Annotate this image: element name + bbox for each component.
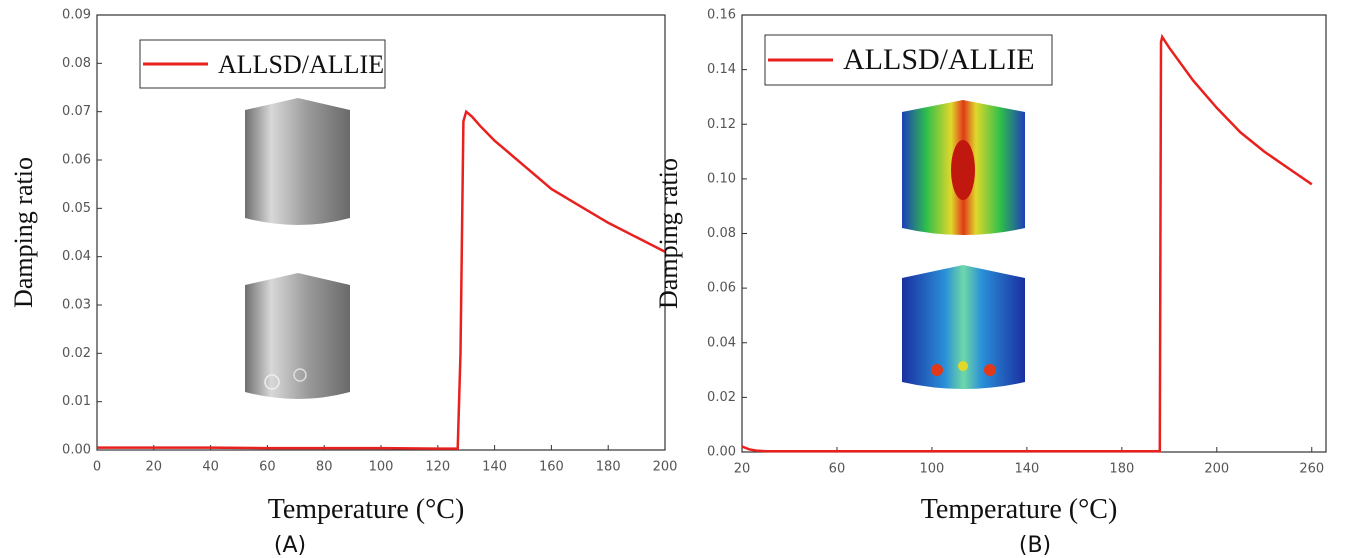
y-tick-label: 0.14 bbox=[707, 62, 736, 77]
x-tick-label: 100 bbox=[920, 462, 945, 477]
x-tick-label: 140 bbox=[1014, 462, 1039, 477]
data-line bbox=[741, 33, 1313, 453]
y-axis-label: Damping ratio bbox=[9, 157, 38, 308]
x-tick-label: 100 bbox=[369, 460, 394, 475]
y-tick-label: 0.04 bbox=[707, 335, 736, 350]
x-tick-label: 80 bbox=[316, 460, 333, 475]
y-tick-label: 0.02 bbox=[707, 390, 736, 405]
y-tick-label: 0.12 bbox=[707, 117, 736, 132]
x-tick-label: 60 bbox=[259, 460, 276, 475]
y-tick-label: 0.03 bbox=[62, 298, 91, 313]
x-tick-label: 40 bbox=[202, 460, 219, 475]
x-axis-label: Temperature (°C) bbox=[921, 494, 1118, 525]
y-tick-label: 0.04 bbox=[62, 249, 91, 264]
charts: 0.00 0.01 0.02 0.03 0.04 0.05 0.06 0.07 0.08 0.09… bbox=[9, 8, 1327, 558]
legend-label: ALLSD/ALLIE bbox=[218, 50, 384, 79]
y-tick-label: 0.00 bbox=[62, 443, 91, 458]
plot-frame bbox=[96, 14, 666, 451]
x-tick-label: 120 bbox=[425, 460, 450, 475]
y-tick-label: 0.06 bbox=[707, 281, 736, 296]
y-tick-label: 0.01 bbox=[62, 394, 91, 409]
legend-label: ALLSD/ALLIE bbox=[843, 43, 1035, 76]
y-tick-label: 0.10 bbox=[707, 171, 736, 186]
x-tick-label: 200 bbox=[1204, 462, 1229, 477]
y-tick-label: 0.16 bbox=[707, 8, 736, 23]
data-line bbox=[97, 109, 666, 450]
x-tick-label: 140 bbox=[482, 460, 507, 475]
y-tick-label: 0.08 bbox=[62, 56, 91, 71]
panel-label: (B) bbox=[1019, 533, 1051, 558]
y-tick-label: 0.07 bbox=[62, 104, 91, 119]
x-tick-label: 200 bbox=[653, 460, 678, 475]
x-tick-label: 180 bbox=[1109, 462, 1134, 477]
x-tick-label: 260 bbox=[1299, 462, 1324, 477]
y-tick-label: 0.09 bbox=[62, 8, 91, 23]
x-tick-label: 0 bbox=[93, 460, 101, 475]
inset-images bbox=[245, 98, 1025, 399]
x-axis-label: Temperature (°C) bbox=[268, 494, 465, 525]
x-tick-label: 20 bbox=[146, 460, 163, 475]
y-tick-label: 0.05 bbox=[62, 201, 91, 216]
x-tick-label: 20 bbox=[734, 462, 751, 477]
y-tick-label: 0.00 bbox=[707, 445, 736, 460]
x-tick-label: 60 bbox=[829, 462, 846, 477]
y-tick-label: 0.06 bbox=[62, 153, 91, 168]
y-tick-label: 0.08 bbox=[707, 226, 736, 241]
y-axis-label: Damping ratio bbox=[654, 158, 683, 309]
x-tick-label: 160 bbox=[539, 460, 564, 475]
y-tick-label: 0.02 bbox=[62, 346, 91, 361]
panel-label: (A) bbox=[274, 533, 306, 558]
x-tick-label: 180 bbox=[596, 460, 621, 475]
